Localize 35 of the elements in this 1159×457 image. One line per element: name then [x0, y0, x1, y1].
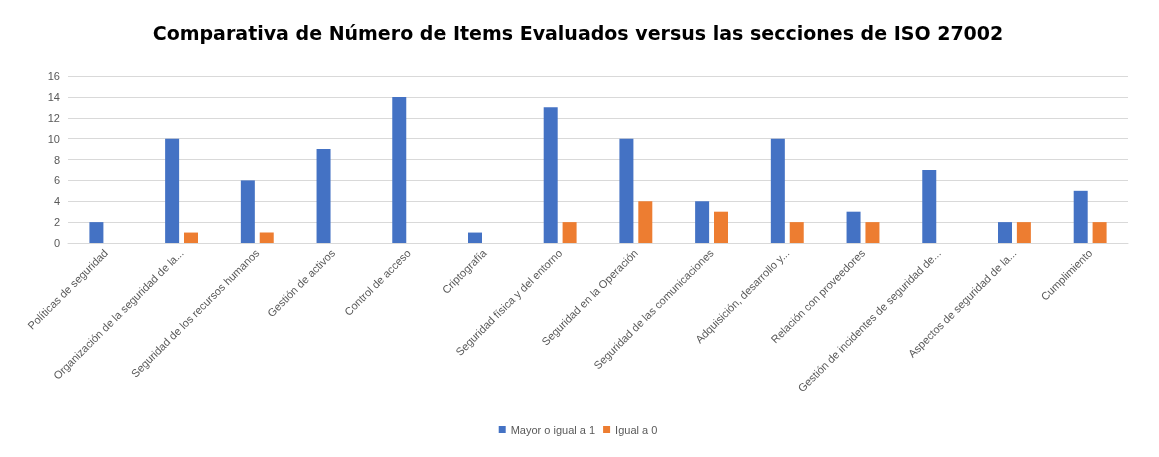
bar [922, 169, 937, 243]
bar [695, 201, 710, 243]
bar [997, 222, 1012, 243]
bar [89, 222, 104, 243]
y-tick-label: 8 [53, 153, 60, 166]
y-tick-label: 10 [47, 132, 60, 145]
bar [259, 232, 274, 243]
bar [770, 138, 785, 243]
bar [846, 211, 861, 243]
legend-label: Igual a 0 [615, 423, 658, 436]
y-tick-label: 6 [53, 174, 60, 187]
y-tick-label: 14 [47, 90, 60, 103]
y-tick-label: 0 [53, 237, 60, 249]
bar [1073, 190, 1088, 243]
bar [467, 232, 482, 243]
y-tick-label: 4 [53, 195, 60, 208]
chart-title: Comparativa de Número de Items Evaluados versus las secciones de ISO 27002 [152, 21, 1004, 44]
bar [638, 201, 653, 243]
bar [316, 149, 331, 243]
bar [1016, 222, 1031, 243]
y-tick-label: 2 [53, 216, 60, 229]
y-tick-label: 16 [47, 70, 60, 82]
bar [714, 211, 729, 243]
bar [619, 138, 634, 243]
bar [1092, 222, 1107, 243]
bar [240, 180, 255, 243]
bar [392, 96, 407, 243]
bar [865, 222, 880, 243]
y-tick-label: 12 [47, 111, 60, 124]
legend-label: Mayor o igual a 1 [510, 423, 596, 436]
bar [562, 222, 577, 243]
bar [543, 107, 558, 243]
bar [184, 232, 199, 243]
bar [165, 138, 180, 243]
bar [789, 222, 804, 243]
